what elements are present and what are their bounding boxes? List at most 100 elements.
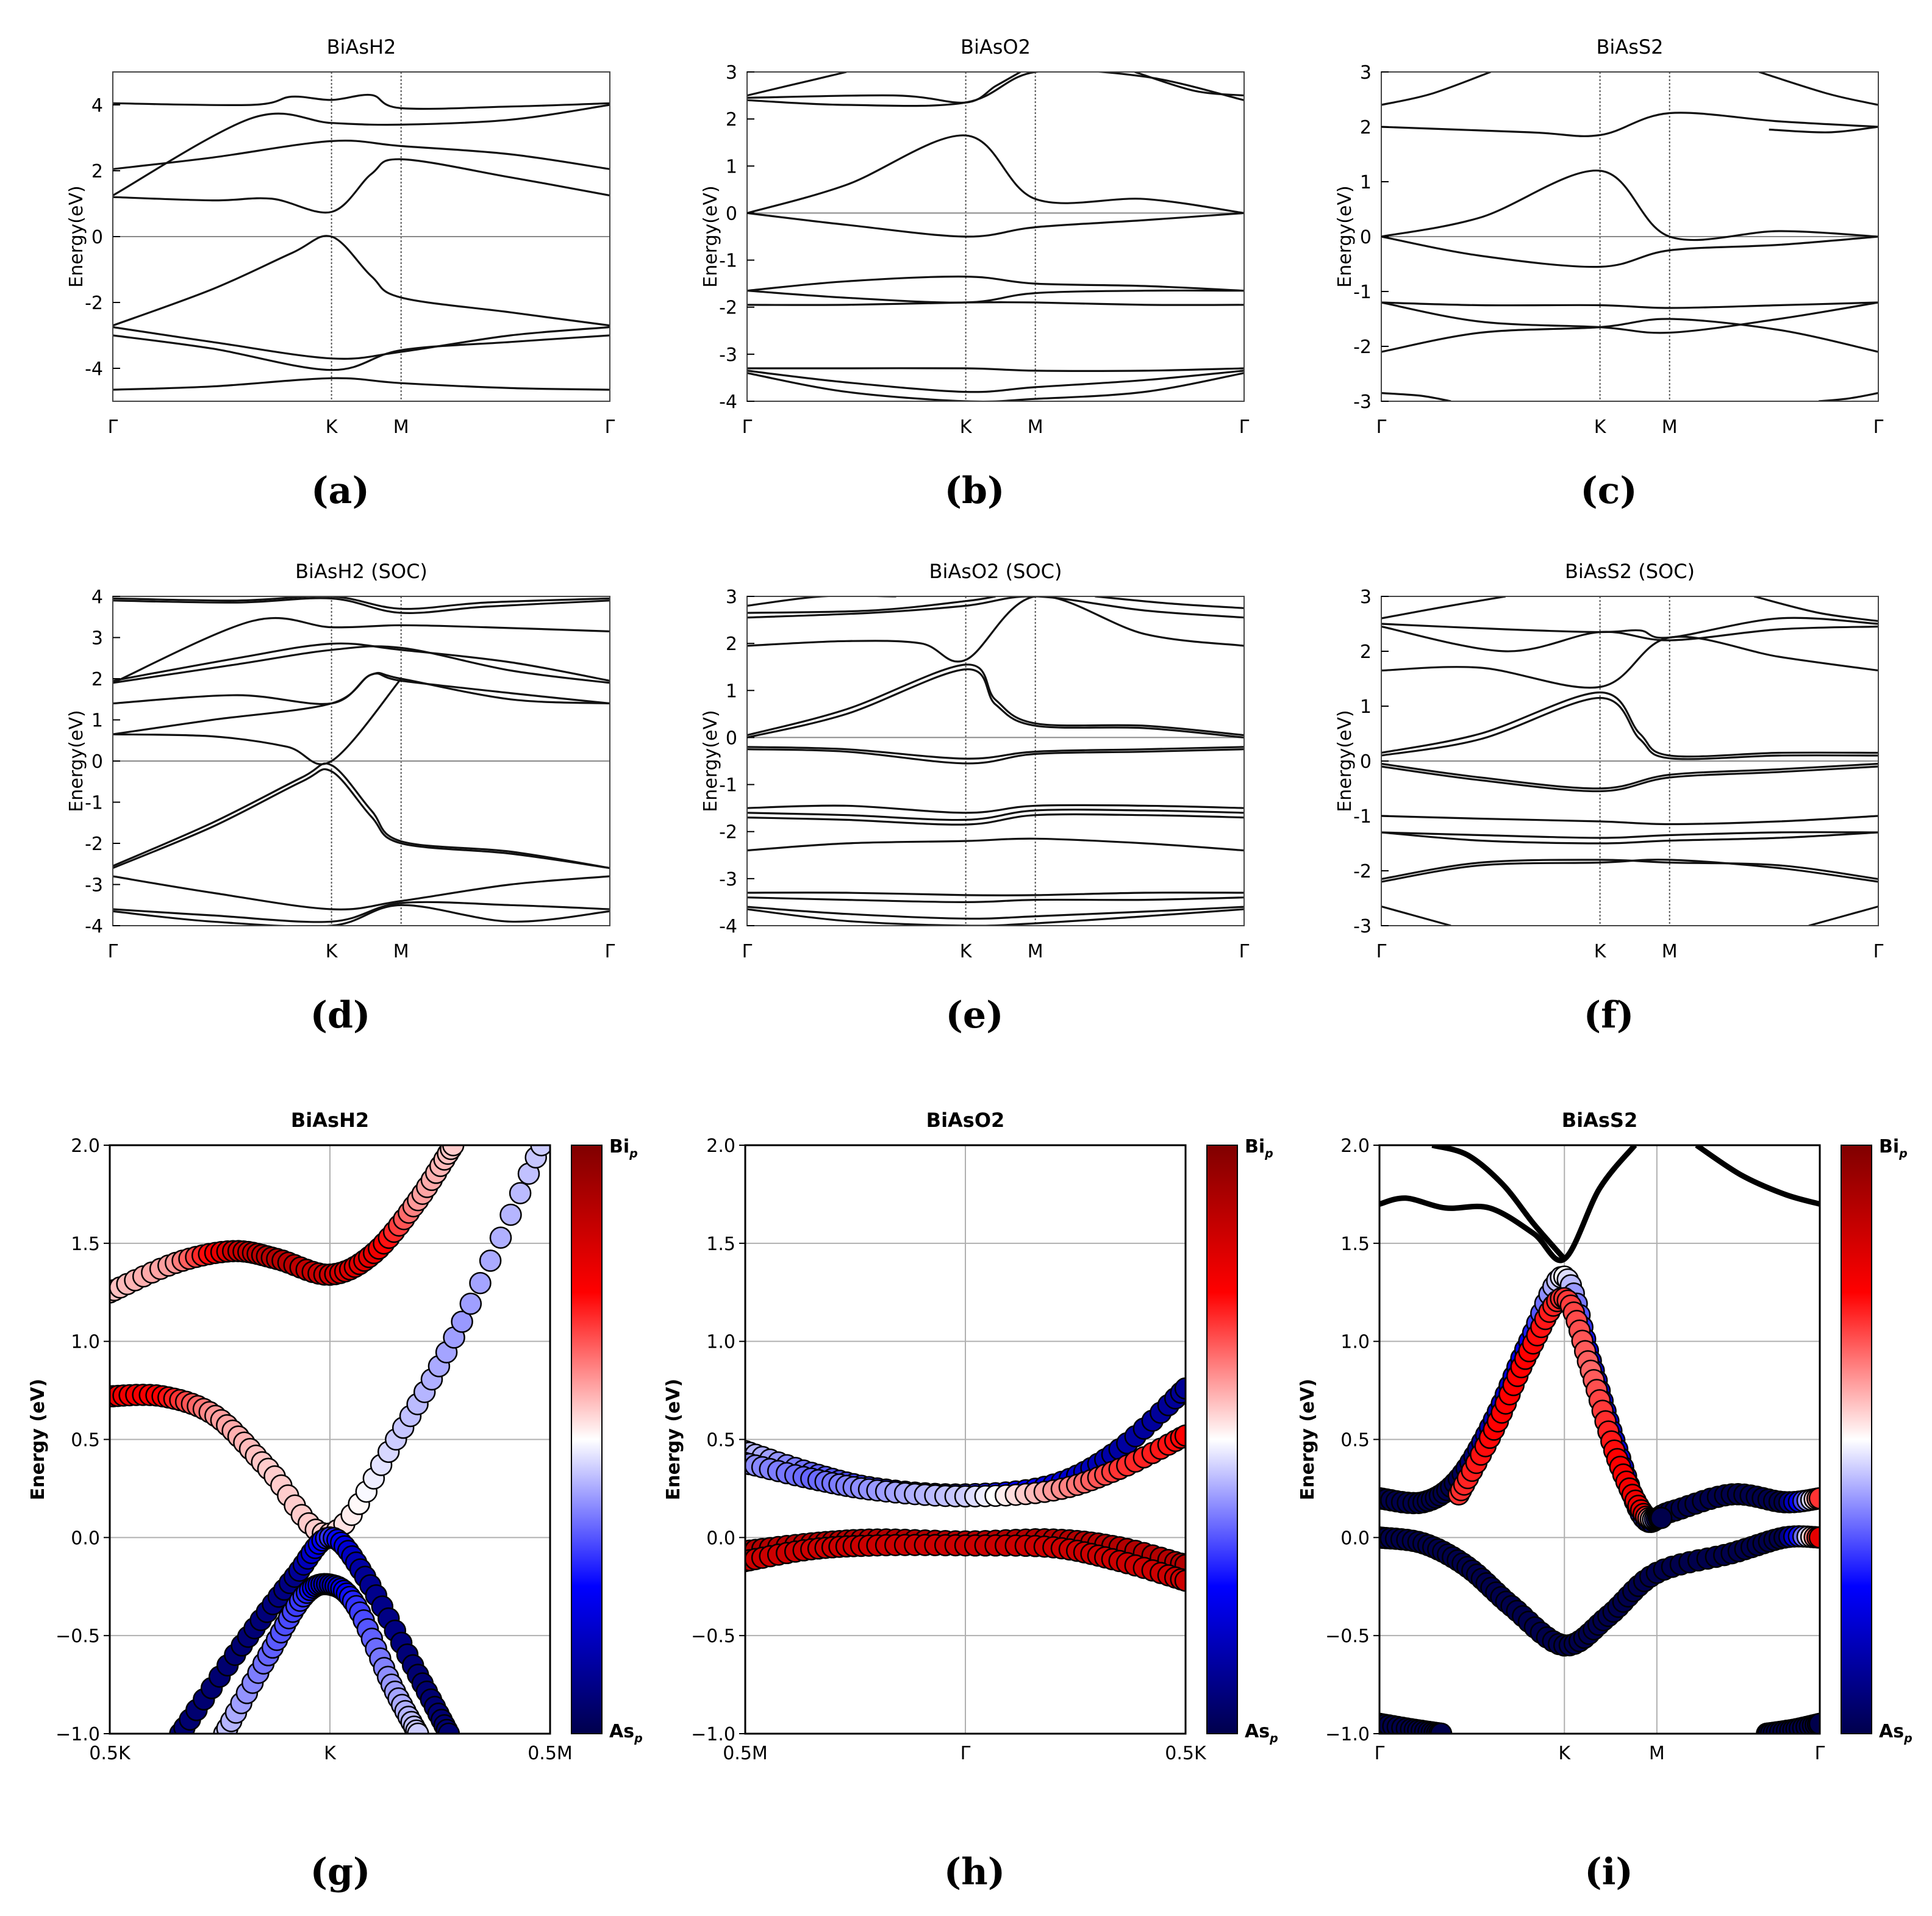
band-line <box>747 668 1244 738</box>
band-line <box>113 235 610 327</box>
x-tick-label: Γ <box>1376 416 1387 438</box>
panel-title: BiAsH2 <box>327 35 396 59</box>
band-line <box>1381 905 1451 926</box>
y-tick-label: -1 <box>1353 282 1372 303</box>
series-group <box>113 596 610 926</box>
y-tick-label: -2 <box>85 293 103 314</box>
y-tick-label: 2 <box>1360 117 1372 138</box>
y-tick-label: 0.5 <box>71 1430 100 1451</box>
x-tick-label: K <box>326 941 338 962</box>
projected-band-marker <box>530 1145 550 1157</box>
series-group <box>1379 1145 1820 1734</box>
band-line <box>1381 859 1878 883</box>
projected-band-marker <box>1174 1424 1186 1447</box>
band-line <box>1381 617 1878 639</box>
colorbar <box>1841 1145 1872 1734</box>
band-line <box>113 762 610 870</box>
x-tick-label: 0.5M <box>528 1743 573 1764</box>
band-line <box>747 596 996 614</box>
x-tick-label: Γ <box>1375 1743 1385 1764</box>
band-line <box>113 671 610 735</box>
y-tick-label: -2 <box>1353 337 1372 358</box>
band-line <box>113 901 610 923</box>
y-tick-label: 0.5 <box>706 1430 735 1451</box>
y-axis-label: Energy(eV) <box>1334 710 1356 812</box>
band-line <box>113 104 610 196</box>
series-group <box>1381 72 1878 401</box>
band-line <box>113 93 610 110</box>
x-tick-label: M <box>1649 1743 1665 1764</box>
band-line <box>1134 72 1244 97</box>
y-tick-label: -3 <box>719 869 737 890</box>
y-tick-label: 0 <box>1360 751 1372 773</box>
band-line <box>113 158 610 214</box>
colorbar-bottom-subscript: p <box>634 1732 643 1745</box>
y-tick-label: 2 <box>726 634 737 655</box>
panel-title: BiAsS2 <box>1562 1109 1637 1132</box>
y-tick-label: 3 <box>91 628 103 649</box>
subfigure-label: (d) <box>310 994 371 1037</box>
panel-9: 2.01.51.00.50.0−0.5−1.0Γ K M ΓBiAsS2Energy … <box>1297 1109 1912 1893</box>
subfigure-label: (h) <box>944 1851 1005 1893</box>
band-line <box>747 212 1244 238</box>
band-line <box>747 72 1021 104</box>
band-line <box>1381 596 1506 620</box>
y-tick-label: 1 <box>726 681 737 702</box>
y-tick-label: 0 <box>726 727 737 749</box>
series-group <box>113 93 610 391</box>
subfigure-label: (e) <box>946 994 1004 1037</box>
band-line <box>1381 815 1878 826</box>
y-tick-label: -3 <box>1353 916 1372 937</box>
band-line <box>1381 691 1878 758</box>
colorbar-top-subscript: p <box>629 1147 638 1160</box>
band-line <box>113 677 402 765</box>
band-line <box>747 72 847 97</box>
y-tick-label: 0 <box>726 203 737 224</box>
band-line <box>1381 696 1878 760</box>
panel-title: BiAsH2 (SOC) <box>295 560 428 583</box>
y-tick-label: 0 <box>1360 227 1372 248</box>
projected-band-marker <box>1808 1712 1820 1734</box>
x-tick-label: Γ <box>605 941 615 962</box>
y-tick-label: 2.0 <box>706 1135 735 1157</box>
colorbar-bottom-subscript: p <box>1903 1732 1912 1745</box>
x-tick-label: Γ <box>1873 416 1884 438</box>
y-tick-label: -4 <box>719 391 737 413</box>
band-line <box>747 367 1244 372</box>
colorbar-bottom-subscript: p <box>1269 1732 1278 1745</box>
y-tick-label: 2 <box>1360 642 1372 663</box>
band-line <box>1819 391 1878 401</box>
band-line <box>747 275 1244 292</box>
y-tick-label: -2 <box>85 834 103 855</box>
y-tick-label: 2.0 <box>1340 1135 1370 1157</box>
y-tick-label: 0.0 <box>706 1528 735 1549</box>
band-line <box>113 597 610 614</box>
y-tick-label: 0.0 <box>1340 1528 1370 1549</box>
band-line <box>1381 635 1878 689</box>
y-tick-label: 3 <box>726 587 737 608</box>
y-axis-label: Energy (eV) <box>1297 1379 1318 1500</box>
y-tick-label: 2 <box>726 109 737 130</box>
x-tick-label: 0.5M <box>723 1743 768 1764</box>
x-tick-label: Γ <box>108 416 118 438</box>
band-line <box>1695 1145 1820 1207</box>
y-tick-label: -4 <box>85 359 103 380</box>
band-line <box>747 596 896 607</box>
band-line <box>1381 391 1451 401</box>
subfigure-label: (b) <box>945 470 1005 512</box>
band-line <box>1381 625 1878 652</box>
y-tick-label: 1.5 <box>706 1234 735 1255</box>
colorbar <box>571 1145 603 1734</box>
projected-band-marker <box>451 1310 473 1333</box>
projected-band-marker <box>1174 1569 1186 1592</box>
x-tick-label: M <box>1028 416 1043 438</box>
band-line <box>1753 596 1878 623</box>
projected-band-marker <box>1429 1722 1453 1734</box>
colorbar-bottom-label: Asp <box>1245 1721 1278 1745</box>
series-group <box>110 1145 550 1734</box>
y-tick-label: 2.0 <box>71 1135 100 1157</box>
band-line <box>1808 905 1878 926</box>
